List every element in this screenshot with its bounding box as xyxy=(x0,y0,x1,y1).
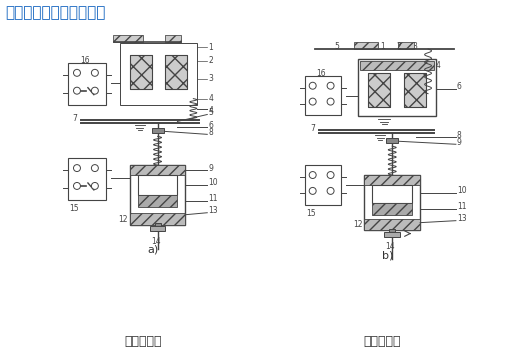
Circle shape xyxy=(326,98,333,105)
Text: 13: 13 xyxy=(456,214,466,223)
Bar xyxy=(112,35,143,42)
Text: 11: 11 xyxy=(208,194,217,203)
Circle shape xyxy=(308,172,316,178)
Circle shape xyxy=(91,69,98,76)
Bar xyxy=(398,42,413,49)
Bar xyxy=(404,73,425,106)
Bar xyxy=(129,55,151,89)
Text: 16: 16 xyxy=(315,69,325,78)
Bar xyxy=(68,158,105,200)
Circle shape xyxy=(308,187,316,194)
Text: a): a) xyxy=(147,245,158,255)
Text: 2: 2 xyxy=(395,42,400,51)
Text: 时间继电器结构图如下：: 时间继电器结构图如下： xyxy=(6,5,105,20)
Bar xyxy=(372,203,411,215)
Bar xyxy=(304,165,340,205)
Bar xyxy=(358,59,435,116)
Bar xyxy=(137,175,177,195)
Text: 断电延时型: 断电延时型 xyxy=(363,335,400,348)
Bar xyxy=(367,73,389,106)
Bar xyxy=(165,55,187,89)
Text: 15: 15 xyxy=(305,209,315,218)
Text: 3: 3 xyxy=(208,74,213,83)
Circle shape xyxy=(308,98,316,105)
Text: 9: 9 xyxy=(456,138,461,147)
Text: 13: 13 xyxy=(208,206,217,215)
Bar xyxy=(360,61,433,70)
Bar xyxy=(165,55,187,89)
Text: b): b) xyxy=(381,251,392,261)
Bar xyxy=(354,42,378,49)
Bar xyxy=(68,63,105,105)
Bar xyxy=(384,232,400,237)
Text: 6: 6 xyxy=(208,121,213,130)
Text: 1: 1 xyxy=(380,42,384,51)
Circle shape xyxy=(91,182,98,190)
Text: 15: 15 xyxy=(69,204,78,213)
Circle shape xyxy=(326,82,333,89)
Bar xyxy=(372,185,411,203)
Text: 16: 16 xyxy=(80,56,90,65)
Bar xyxy=(129,55,151,89)
Text: 7: 7 xyxy=(72,114,77,123)
Bar xyxy=(129,165,185,175)
Text: 4: 4 xyxy=(435,61,440,70)
Text: 10: 10 xyxy=(456,186,466,195)
Circle shape xyxy=(73,182,80,190)
Circle shape xyxy=(326,172,333,178)
Circle shape xyxy=(73,165,80,172)
Text: 通电延时型: 通电延时型 xyxy=(125,335,162,348)
Bar xyxy=(367,73,389,106)
Bar xyxy=(149,226,165,231)
Bar xyxy=(154,223,160,231)
Text: 5: 5 xyxy=(334,42,339,51)
Text: 7: 7 xyxy=(310,124,315,133)
Text: 8: 8 xyxy=(456,131,461,140)
Circle shape xyxy=(91,165,98,172)
Bar xyxy=(388,228,394,237)
Text: 6: 6 xyxy=(456,82,461,91)
Text: 14: 14 xyxy=(385,242,394,251)
Text: 4: 4 xyxy=(208,106,213,115)
Circle shape xyxy=(326,187,333,194)
Circle shape xyxy=(73,69,80,76)
Bar xyxy=(165,35,181,42)
Text: 9: 9 xyxy=(208,164,213,172)
Circle shape xyxy=(308,82,316,89)
Bar xyxy=(364,175,419,185)
Bar xyxy=(364,219,419,230)
Bar xyxy=(129,213,185,225)
Bar xyxy=(151,129,163,134)
Bar xyxy=(120,43,197,105)
Text: 3: 3 xyxy=(411,42,416,51)
Bar xyxy=(129,165,185,225)
Circle shape xyxy=(91,87,98,94)
Text: 14: 14 xyxy=(151,237,160,246)
Text: 5: 5 xyxy=(208,108,213,117)
Text: 1: 1 xyxy=(208,42,213,51)
Bar xyxy=(364,175,419,230)
Circle shape xyxy=(73,87,80,94)
Text: 2: 2 xyxy=(208,56,213,65)
Text: 10: 10 xyxy=(208,178,217,187)
Text: 12: 12 xyxy=(352,220,362,229)
Bar xyxy=(404,73,425,106)
Bar xyxy=(304,76,340,116)
Bar xyxy=(137,195,177,207)
Text: 11: 11 xyxy=(456,202,465,211)
Text: 4: 4 xyxy=(208,94,213,103)
Text: 8: 8 xyxy=(208,128,213,137)
Bar xyxy=(385,138,398,143)
Text: 12: 12 xyxy=(118,215,127,224)
